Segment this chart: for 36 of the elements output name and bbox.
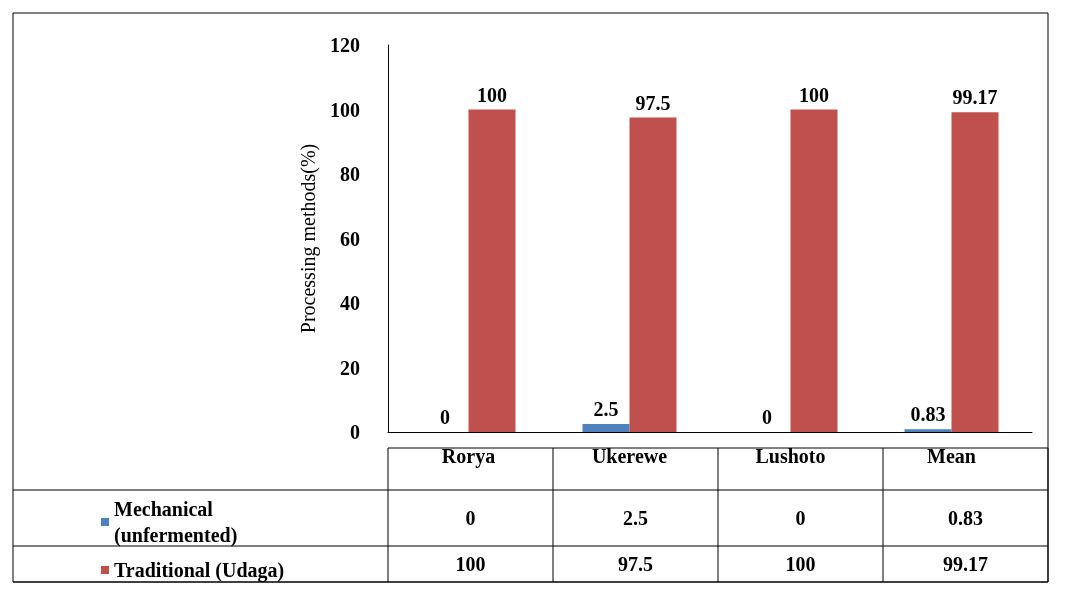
text: 100 [799, 83, 829, 106]
data-label: 0 [795, 507, 806, 529]
x-tick-label: Lushoto [755, 445, 826, 467]
bar [951, 112, 999, 432]
text: 0 [440, 406, 450, 428]
y-tick-label: 120 [330, 34, 360, 56]
y-tick-label: 60 [340, 227, 360, 250]
x-tick-label: Rorya [441, 445, 496, 468]
y-axis-title: Processing methods(%) [297, 143, 320, 334]
y-tick-label: 80 [340, 163, 360, 185]
data-label: 97.5 [618, 553, 653, 575]
text: 0.83 [910, 403, 946, 426]
x-tick-label: Mean [927, 445, 976, 467]
text: 100 [477, 83, 507, 106]
bar [904, 429, 952, 432]
y-tick-label: 100 [330, 98, 360, 121]
legend-label: Traditional (Udaga) [114, 559, 285, 582]
data-label: 99.17 [943, 553, 988, 575]
bar [790, 109, 838, 432]
y-tick-label: 20 [340, 356, 360, 379]
x-tick-label: Ukerewe [591, 445, 668, 467]
data-label: 0.83 [948, 507, 983, 529]
bar [629, 117, 677, 432]
data-label: 100 [785, 553, 816, 575]
text: 2.5 [593, 397, 619, 420]
data-label: 0 [465, 507, 476, 529]
data-label: 100 [455, 553, 486, 575]
legend-label: Mechanical (unfermented) [114, 498, 238, 547]
y-tick-label: 0 [350, 421, 360, 443]
bar [582, 423, 630, 432]
text: 99.17 [952, 86, 998, 109]
text: 0 [762, 406, 772, 428]
text: 97.5 [635, 91, 671, 114]
data-label: 2.5 [623, 507, 648, 529]
y-tick-label: 40 [340, 292, 360, 314]
bar [468, 109, 516, 432]
